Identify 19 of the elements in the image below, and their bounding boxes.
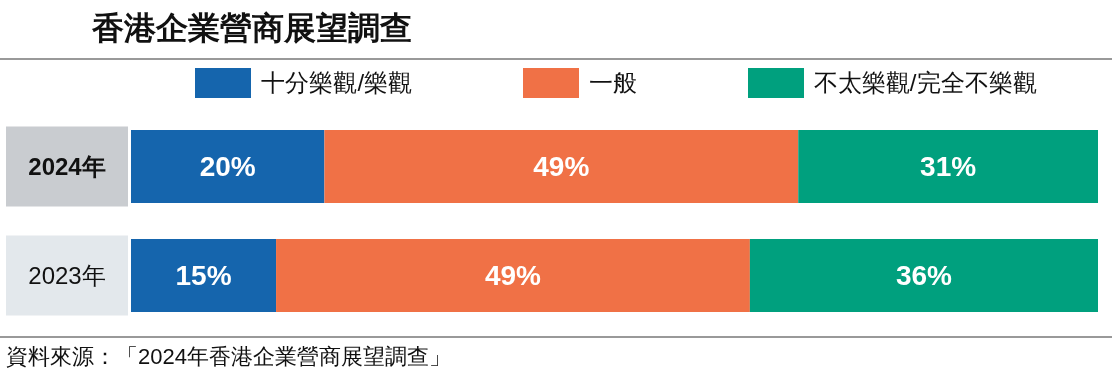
data-label: 49% xyxy=(484,260,542,291)
y-tick-label: 2023年 xyxy=(28,262,106,289)
bar xyxy=(131,130,325,203)
legend-label: 十分樂觀/樂觀 xyxy=(261,68,413,98)
chart-title: 香港企業營商展望調查 xyxy=(0,0,1112,60)
bar xyxy=(131,239,277,312)
legend-label: 不太樂觀/完全不樂觀 xyxy=(813,68,1037,98)
bar xyxy=(798,130,1098,203)
source-note: 資料來源：「2024年香港企業營商展望調查」 xyxy=(6,343,452,371)
legend-label: 一般 xyxy=(588,68,637,98)
bar xyxy=(324,130,799,203)
data-label: 15% xyxy=(175,260,232,291)
y-tick-label: 2024年 xyxy=(28,153,106,180)
bar xyxy=(276,239,750,312)
data-label: 31% xyxy=(920,151,977,182)
data-label: 36% xyxy=(895,260,953,291)
data-label: 49% xyxy=(533,151,590,182)
bar xyxy=(749,239,1098,312)
data-label: 20% xyxy=(199,151,256,182)
